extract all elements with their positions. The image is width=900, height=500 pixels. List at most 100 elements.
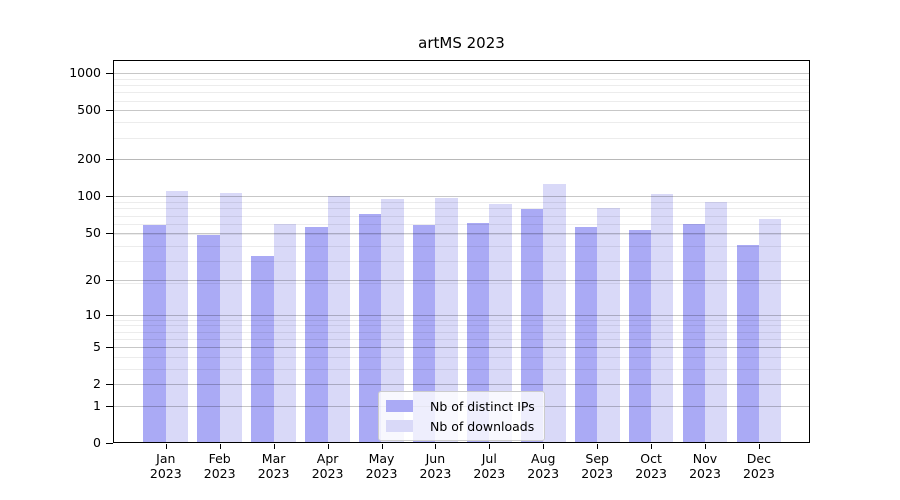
minor-gridline [113,368,810,370]
minor-gridline [113,78,810,80]
bar-distinct-ips-apr [305,226,328,443]
bar-distinct-ips-aug [520,209,544,443]
x-tick-label-may: May 2023 [347,451,417,481]
y-tick-mark [106,384,113,386]
year-label: 2023 [203,466,236,481]
legend-entry-downloads: Nb of downloads [386,417,535,435]
year-label: 2023 [365,466,398,481]
bar-downloads-mar [273,223,297,443]
major-gridline [113,384,810,386]
x-tick-mark [597,444,599,449]
y-tick-mark [106,110,113,112]
y-tick-mark [106,159,113,160]
bar-distinct-ips-may [359,214,382,443]
y-tick-mark [106,280,113,281]
x-tick-mark [327,444,329,449]
y-tick-mark [106,195,113,197]
month-label: Apr [316,451,339,466]
minor-gridline [113,282,810,284]
month-label: Jul [481,451,497,466]
legend-swatch-downloads-icon [386,420,413,432]
legend: Nb of distinct IPs Nb of downloads [378,391,545,441]
bar-downloads-apr [327,195,350,443]
major-gridline [113,280,810,281]
legend-label-downloads: Nb of downloads [430,418,535,434]
bar-downloads-sep [597,208,620,443]
minor-gridline [113,92,810,94]
y-tick-label: 50 [85,224,101,240]
y-tick-mark [106,405,113,407]
x-tick-mark [651,444,653,449]
year-label: 2023 [581,466,614,481]
minor-gridline [113,223,810,225]
x-tick-mark [165,444,167,449]
chart-title: artMS 2023 [418,34,505,52]
y-tick-label: 500 [77,102,101,118]
minor-gridline [113,331,810,333]
year-label: 2023 [311,466,344,481]
bar-downloads-feb [219,192,243,443]
year-label: 2023 [473,466,506,481]
year-label: 2023 [149,466,182,481]
y-tick-label: 2 [93,376,101,392]
month-label: Aug [530,451,556,466]
bar-distinct-ips-jun [413,224,436,443]
legend-entry-distinct-ips: Nb of distinct IPs [386,397,535,415]
y-tick-mark [106,347,113,349]
y-tick-label: 200 [77,151,101,166]
minor-gridline [113,356,810,358]
x-tick-mark [543,444,545,449]
y-tick-label: 1 [93,397,101,413]
minor-gridline [113,202,810,203]
y-tick-label: 5 [93,339,101,355]
month-label: Mar [261,451,286,466]
month-label: Oct [640,451,662,466]
bar-distinct-ips-nov [682,223,705,443]
bar-downloads-jul [489,203,512,443]
bar-downloads-oct [651,193,674,443]
bar-downloads-nov [705,202,728,443]
bar-distinct-ips-jul [466,222,490,443]
year-label: 2023 [689,466,721,481]
major-gridline [113,159,810,160]
x-tick-mark [705,444,706,449]
minor-gridline [113,122,810,124]
x-tick-label-jan: Jan 2023 [131,451,201,481]
bar-distinct-ips-sep [574,227,598,443]
minor-gridline [113,85,810,86]
minor-gridline [113,260,810,262]
minor-gridline [113,233,810,235]
minor-gridline [113,208,810,210]
y-tick-label: 20 [85,272,101,287]
year-label: 2023 [419,466,452,481]
major-gridline [113,232,810,234]
x-tick-label-dec: Dec 2023 [724,451,794,481]
month-label: Sep [585,451,609,466]
plot-area: Nb of distinct IPs Nb of downloads [113,60,810,443]
x-tick-label-aug: Aug 2023 [508,451,578,481]
minor-gridline [113,338,810,340]
minor-gridline [113,325,810,327]
minor-gridline [113,159,810,161]
bar-downloads-jan [165,190,189,443]
y-tick-mark [106,73,113,74]
minor-gridline [113,245,810,247]
legend-swatch-distinct-ips-icon [386,400,413,412]
x-tick-label-jul: Jul 2023 [454,451,524,481]
x-tick-label-nov: Nov 2023 [670,451,740,481]
bar-distinct-ips-oct [628,230,652,443]
x-tick-mark [381,444,383,449]
bar-downloads-jun [435,198,458,443]
y-tick-label: 100 [77,187,101,203]
x-tick-label-oct: Oct 2023 [616,451,686,481]
month-label: Nov [692,451,718,466]
x-tick-mark [489,444,491,449]
month-label: Jun [425,451,446,466]
y-tick-label: 10 [85,306,101,322]
month-label: Jan [156,451,176,466]
bar-downloads-aug [543,184,566,443]
major-gridline [113,314,810,316]
legend-label-distinct-ips: Nb of distinct IPs [430,398,535,414]
year-label: 2023 [635,466,667,481]
